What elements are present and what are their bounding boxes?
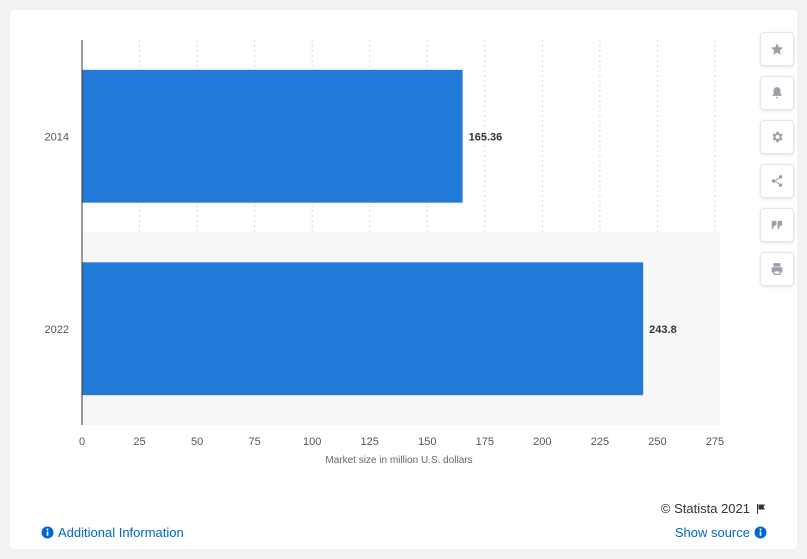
- x-tick-label: 25: [133, 436, 145, 448]
- chart-toolbar: [760, 32, 794, 296]
- show-source-link[interactable]: Show source: [675, 525, 767, 540]
- share-icon: [771, 175, 783, 187]
- x-tick-label: 125: [361, 436, 379, 448]
- x-axis-ticks: 0 25 50 75 100 125 150 175 200 225 250 275: [79, 436, 724, 448]
- info-icon: [754, 526, 767, 539]
- print-icon: [771, 263, 783, 275]
- y-category-label: 2022: [45, 324, 69, 336]
- bell-icon: [772, 87, 782, 99]
- x-tick-label: 100: [303, 436, 321, 448]
- additional-information-label: Additional Information: [58, 525, 184, 540]
- star-icon: [770, 43, 784, 55]
- notification-button[interactable]: [760, 76, 794, 110]
- gear-icon: [772, 131, 783, 143]
- bar-chart: 165.36 243.8 2014 2022 0 25 50 75 100 125 150 175…: [45, 40, 724, 466]
- x-tick-label: 200: [533, 436, 551, 448]
- data-label: 243.8: [649, 324, 677, 336]
- chart-card: 165.36 243.8 2014 2022 0 25 50 75 100 125 150 175…: [10, 10, 797, 549]
- x-tick-label: 150: [418, 436, 436, 448]
- x-tick-label: 75: [249, 436, 261, 448]
- bar[interactable]: [82, 262, 644, 396]
- favorite-button[interactable]: [760, 32, 794, 66]
- flag-icon: [757, 503, 765, 514]
- info-icon: [41, 526, 54, 539]
- x-tick-label: 0: [79, 436, 85, 448]
- cite-button[interactable]: [760, 208, 794, 242]
- settings-button[interactable]: [760, 120, 794, 154]
- x-tick-label: 275: [706, 436, 724, 448]
- y-category-label: 2014: [45, 131, 69, 143]
- bars: [82, 69, 644, 396]
- bar[interactable]: [82, 69, 463, 203]
- x-tick-label: 175: [476, 436, 494, 448]
- statista-credit: © Statista 2021: [661, 501, 767, 516]
- x-tick-label: 225: [591, 436, 609, 448]
- credit-text: © Statista 2021: [660, 501, 750, 516]
- value-labels: 165.36 243.8: [469, 131, 677, 336]
- y-axis-categories: 2014 2022: [45, 131, 69, 336]
- data-label: 165.36: [469, 131, 503, 143]
- x-tick-label: 250: [648, 436, 666, 448]
- additional-information-link[interactable]: Additional Information: [41, 525, 184, 540]
- quote-icon: [771, 220, 783, 230]
- share-button[interactable]: [760, 164, 794, 198]
- x-axis-label: Market size in million U.S. dollars: [325, 455, 472, 466]
- print-button[interactable]: [760, 252, 794, 286]
- x-tick-label: 50: [191, 436, 203, 448]
- show-source-label: Show source: [674, 525, 750, 540]
